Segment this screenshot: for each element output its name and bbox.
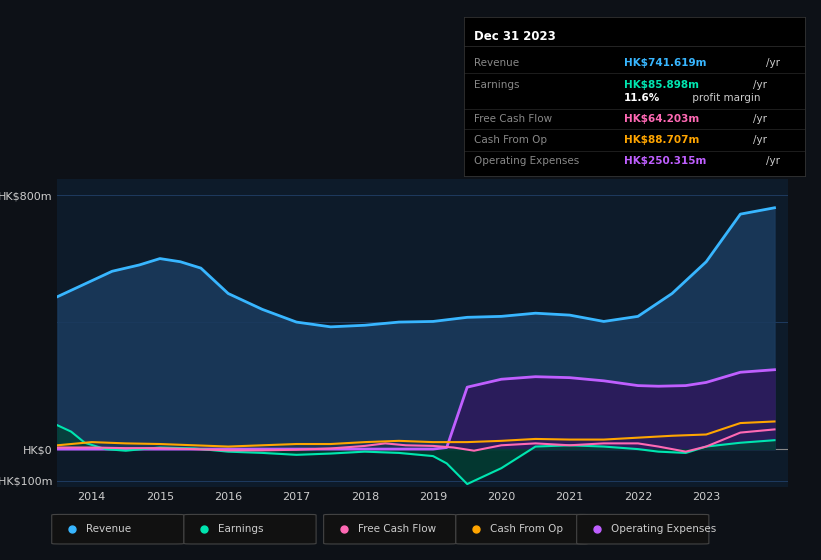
Text: HK$85.898m: HK$85.898m <box>624 80 699 90</box>
Text: HK$88.707m: HK$88.707m <box>624 136 699 146</box>
Text: HK$741.619m: HK$741.619m <box>624 58 707 68</box>
Text: Free Cash Flow: Free Cash Flow <box>358 524 436 534</box>
Text: Operating Expenses: Operating Expenses <box>474 156 580 166</box>
Text: Cash From Op: Cash From Op <box>490 524 563 534</box>
Text: Operating Expenses: Operating Expenses <box>611 524 716 534</box>
Text: /yr: /yr <box>754 114 768 124</box>
Text: /yr: /yr <box>754 136 768 146</box>
Text: Dec 31 2023: Dec 31 2023 <box>474 30 556 43</box>
Text: Revenue: Revenue <box>85 524 131 534</box>
Text: profit margin: profit margin <box>689 93 760 103</box>
Text: /yr: /yr <box>767 156 781 166</box>
Text: HK$250.315m: HK$250.315m <box>624 156 706 166</box>
FancyBboxPatch shape <box>52 515 184 544</box>
FancyBboxPatch shape <box>184 515 316 544</box>
FancyBboxPatch shape <box>456 515 588 544</box>
FancyBboxPatch shape <box>576 515 709 544</box>
Text: 11.6%: 11.6% <box>624 93 660 103</box>
Text: Cash From Op: Cash From Op <box>474 136 547 146</box>
Text: /yr: /yr <box>767 58 781 68</box>
FancyBboxPatch shape <box>323 515 456 544</box>
Text: /yr: /yr <box>754 80 768 90</box>
Text: Earnings: Earnings <box>474 80 520 90</box>
Text: Free Cash Flow: Free Cash Flow <box>474 114 553 124</box>
Text: HK$64.203m: HK$64.203m <box>624 114 699 124</box>
Text: Revenue: Revenue <box>474 58 519 68</box>
Text: Earnings: Earnings <box>218 524 264 534</box>
